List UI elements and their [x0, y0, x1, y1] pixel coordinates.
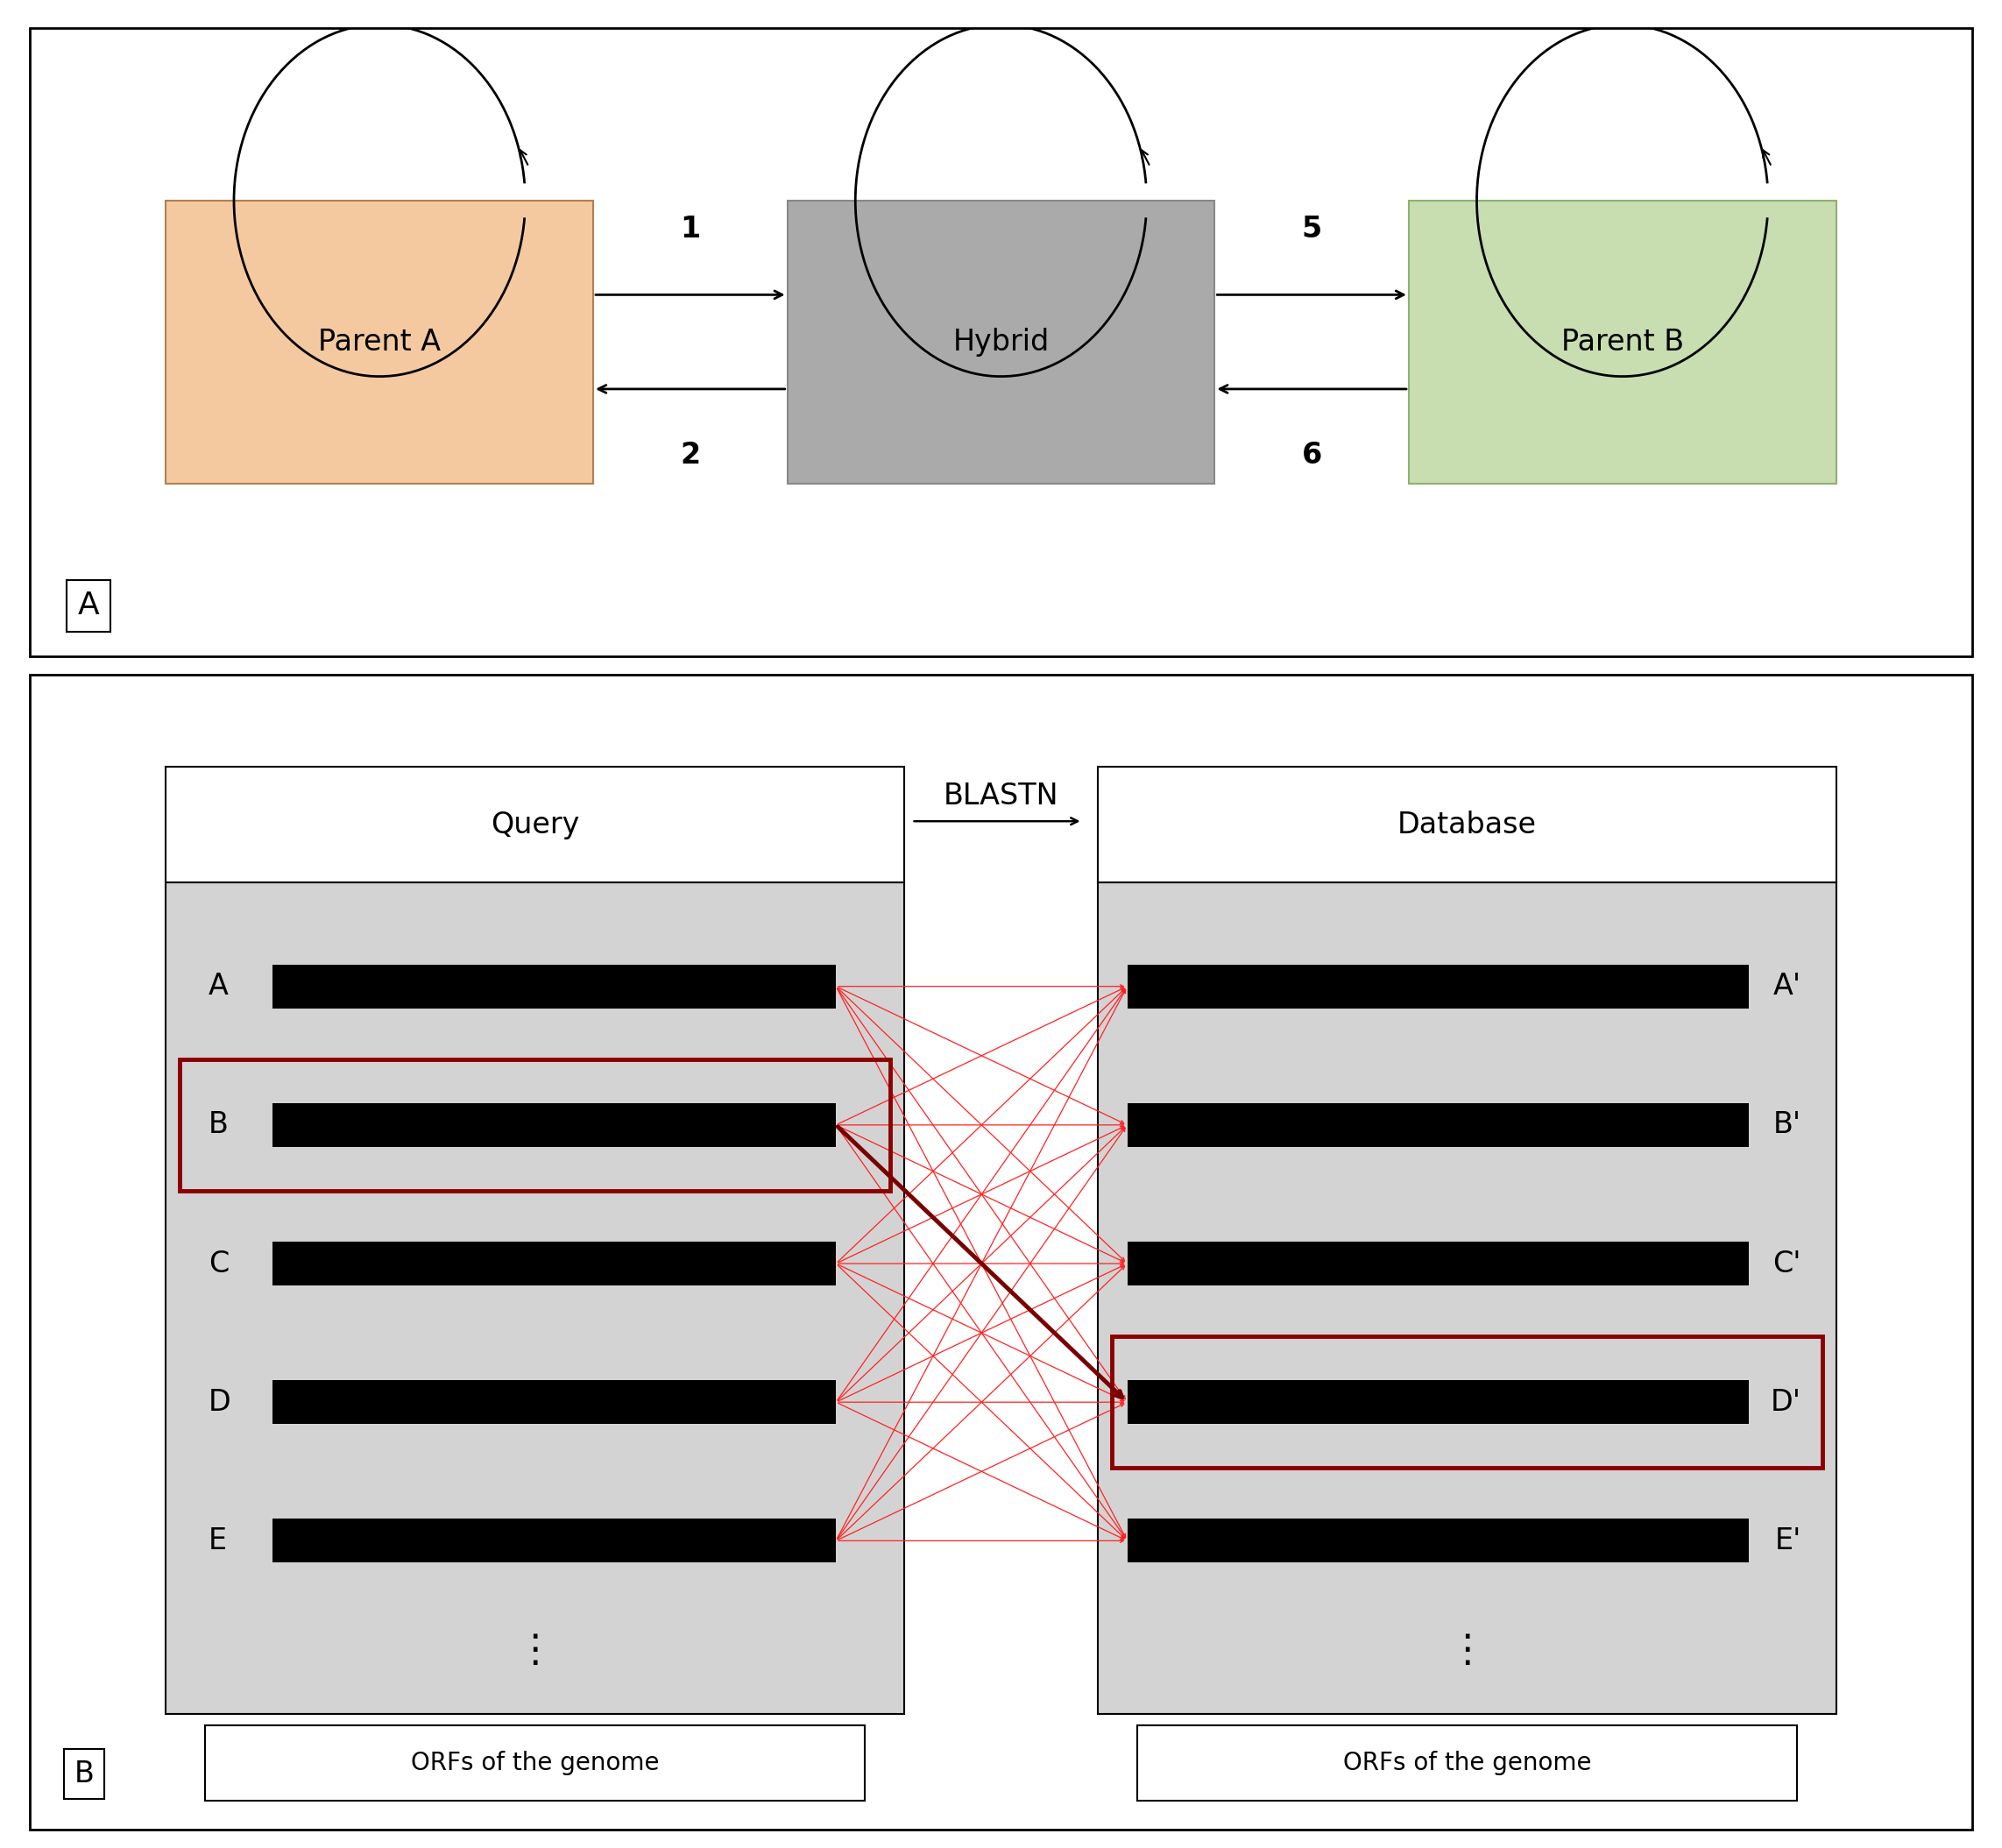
Text: Parent B: Parent B	[1562, 327, 1684, 357]
Text: 5: 5	[1301, 214, 1321, 244]
Text: Database: Database	[1397, 809, 1538, 839]
Text: Query: Query	[490, 809, 579, 839]
Text: 2: 2	[681, 440, 701, 469]
Text: Hybrid: Hybrid	[953, 327, 1049, 357]
Text: B: B	[74, 1759, 94, 1789]
FancyBboxPatch shape	[30, 28, 1972, 656]
Text: E: E	[208, 1526, 226, 1556]
Text: B': B'	[1774, 1111, 1802, 1140]
FancyBboxPatch shape	[272, 1380, 837, 1425]
Text: C: C	[208, 1249, 228, 1279]
FancyBboxPatch shape	[1127, 1242, 1748, 1286]
FancyBboxPatch shape	[166, 883, 905, 1715]
FancyBboxPatch shape	[272, 1242, 837, 1286]
Text: ORFs of the genome: ORFs of the genome	[410, 1750, 659, 1776]
FancyBboxPatch shape	[1127, 1519, 1748, 1563]
FancyBboxPatch shape	[272, 965, 837, 1009]
FancyBboxPatch shape	[1409, 200, 1836, 482]
Text: B: B	[208, 1111, 228, 1140]
FancyBboxPatch shape	[272, 1519, 837, 1563]
FancyBboxPatch shape	[1097, 883, 1836, 1715]
FancyBboxPatch shape	[166, 200, 593, 482]
FancyBboxPatch shape	[30, 675, 1972, 1830]
Text: Parent A: Parent A	[318, 327, 440, 357]
Text: ORFs of the genome: ORFs of the genome	[1343, 1750, 1592, 1776]
FancyBboxPatch shape	[166, 767, 905, 883]
Text: A': A'	[1774, 972, 1802, 1002]
Text: C': C'	[1772, 1249, 1802, 1279]
Text: A: A	[78, 591, 100, 621]
FancyBboxPatch shape	[1127, 965, 1748, 1009]
Text: D': D'	[1770, 1388, 1802, 1417]
Text: 1: 1	[681, 214, 701, 244]
Text: ⋮: ⋮	[515, 1632, 555, 1669]
FancyBboxPatch shape	[1097, 767, 1836, 883]
FancyBboxPatch shape	[1127, 1103, 1748, 1148]
Text: 6: 6	[1301, 440, 1321, 469]
Text: A: A	[208, 972, 228, 1002]
Text: BLASTN: BLASTN	[943, 782, 1059, 809]
FancyBboxPatch shape	[272, 1103, 837, 1148]
Text: E': E'	[1774, 1526, 1802, 1556]
FancyBboxPatch shape	[204, 1726, 865, 1800]
Text: ⋮: ⋮	[1447, 1632, 1487, 1669]
FancyBboxPatch shape	[1137, 1726, 1798, 1800]
FancyBboxPatch shape	[787, 200, 1215, 482]
FancyBboxPatch shape	[1127, 1380, 1748, 1425]
Text: D: D	[208, 1388, 232, 1417]
